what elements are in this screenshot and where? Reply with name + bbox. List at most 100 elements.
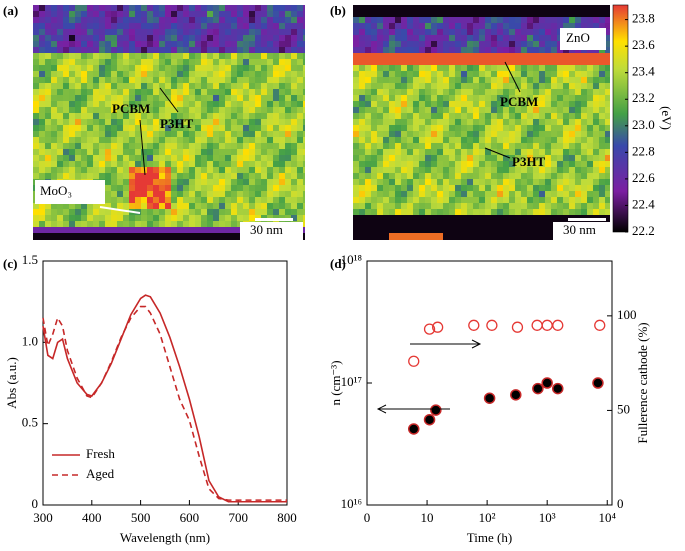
map-cell xyxy=(171,11,177,17)
map-cell xyxy=(515,11,521,17)
y-tick-label: 10¹⁷ xyxy=(341,374,362,389)
map-cell xyxy=(261,125,267,131)
map-cell xyxy=(485,47,491,53)
map-cell xyxy=(563,143,569,149)
map-cell xyxy=(383,83,389,89)
map-cell xyxy=(69,119,75,125)
map-cell xyxy=(81,227,87,233)
map-cell xyxy=(509,173,515,179)
map-cell xyxy=(587,125,593,131)
map-cell xyxy=(225,113,231,119)
map-cell xyxy=(407,47,413,53)
map-cell xyxy=(455,113,461,119)
map-cell xyxy=(219,107,225,113)
map-cell xyxy=(533,149,539,155)
map-cell xyxy=(273,143,279,149)
map-cell xyxy=(189,197,195,203)
map-cell xyxy=(425,131,431,137)
map-cell xyxy=(63,71,69,77)
map-cell xyxy=(273,209,279,215)
map-cell xyxy=(569,95,575,101)
map-cell xyxy=(431,149,437,155)
map-cell xyxy=(599,203,605,209)
map-cell xyxy=(509,23,515,29)
map-cell xyxy=(473,161,479,167)
map-cell xyxy=(45,41,51,47)
map-cell xyxy=(129,11,135,17)
map-cell xyxy=(75,155,81,161)
map-cell xyxy=(267,35,273,41)
map-cell xyxy=(201,125,207,131)
map-cell xyxy=(605,101,610,107)
map-cell xyxy=(521,215,527,221)
map-cell xyxy=(365,185,371,191)
map-cell xyxy=(401,53,407,59)
map-cell xyxy=(141,143,147,149)
map-cell xyxy=(207,35,213,41)
map-cell xyxy=(467,149,473,155)
map-cell xyxy=(291,59,297,65)
map-cell xyxy=(389,221,395,227)
map-cell xyxy=(395,71,401,77)
map-cell xyxy=(117,65,123,71)
map-cell xyxy=(219,191,225,197)
map-cell xyxy=(515,47,521,53)
map-cell xyxy=(105,101,111,107)
map-cell xyxy=(521,89,527,95)
map-cell xyxy=(285,197,291,203)
x-tick-label: 10 xyxy=(421,510,434,525)
map-cell xyxy=(123,11,129,17)
map-cell xyxy=(279,161,285,167)
map-cell xyxy=(413,113,419,119)
map-cell xyxy=(159,179,165,185)
map-cell xyxy=(479,101,485,107)
map-cell xyxy=(63,239,69,240)
map-cell xyxy=(75,167,81,173)
map-cell xyxy=(243,107,249,113)
map-cell xyxy=(51,143,57,149)
map-cell xyxy=(497,23,503,29)
map-cell xyxy=(141,95,147,101)
map-cell xyxy=(515,155,521,161)
map-cell xyxy=(515,95,521,101)
map-cell xyxy=(201,131,207,137)
map-cell xyxy=(183,71,189,77)
map-cell xyxy=(297,125,303,131)
map-cell xyxy=(593,143,599,149)
map-cell xyxy=(135,71,141,77)
map-cell xyxy=(515,215,521,221)
map-cell xyxy=(57,59,63,65)
map-cell xyxy=(377,107,383,113)
map-cell xyxy=(57,53,63,59)
map-cell xyxy=(431,53,437,59)
map-cell xyxy=(485,167,491,173)
map-cell xyxy=(267,101,273,107)
map-cell xyxy=(51,53,57,59)
map-cell xyxy=(291,53,297,59)
map-cell xyxy=(297,107,303,113)
map-cell xyxy=(153,155,159,161)
map-cell xyxy=(303,203,305,209)
map-cell xyxy=(497,209,503,215)
map-cell xyxy=(303,119,305,125)
line-series xyxy=(42,294,287,503)
map-cell xyxy=(449,179,455,185)
map-cell xyxy=(159,221,165,227)
map-cell xyxy=(39,239,45,240)
map-cell xyxy=(159,59,165,65)
map-cell xyxy=(123,89,129,95)
map-cell xyxy=(111,161,117,167)
map-cell xyxy=(443,89,449,95)
map-cell xyxy=(509,41,515,47)
map-cell xyxy=(605,215,610,221)
map-cell xyxy=(87,143,93,149)
map-cell xyxy=(383,221,389,227)
map-cell xyxy=(407,125,413,131)
map-cell xyxy=(353,65,359,71)
map-cell xyxy=(389,149,395,155)
map-cell xyxy=(485,59,491,65)
map-cell xyxy=(105,191,111,197)
map-cell xyxy=(545,239,551,240)
map-cell xyxy=(353,11,359,17)
map-cell xyxy=(395,209,401,215)
